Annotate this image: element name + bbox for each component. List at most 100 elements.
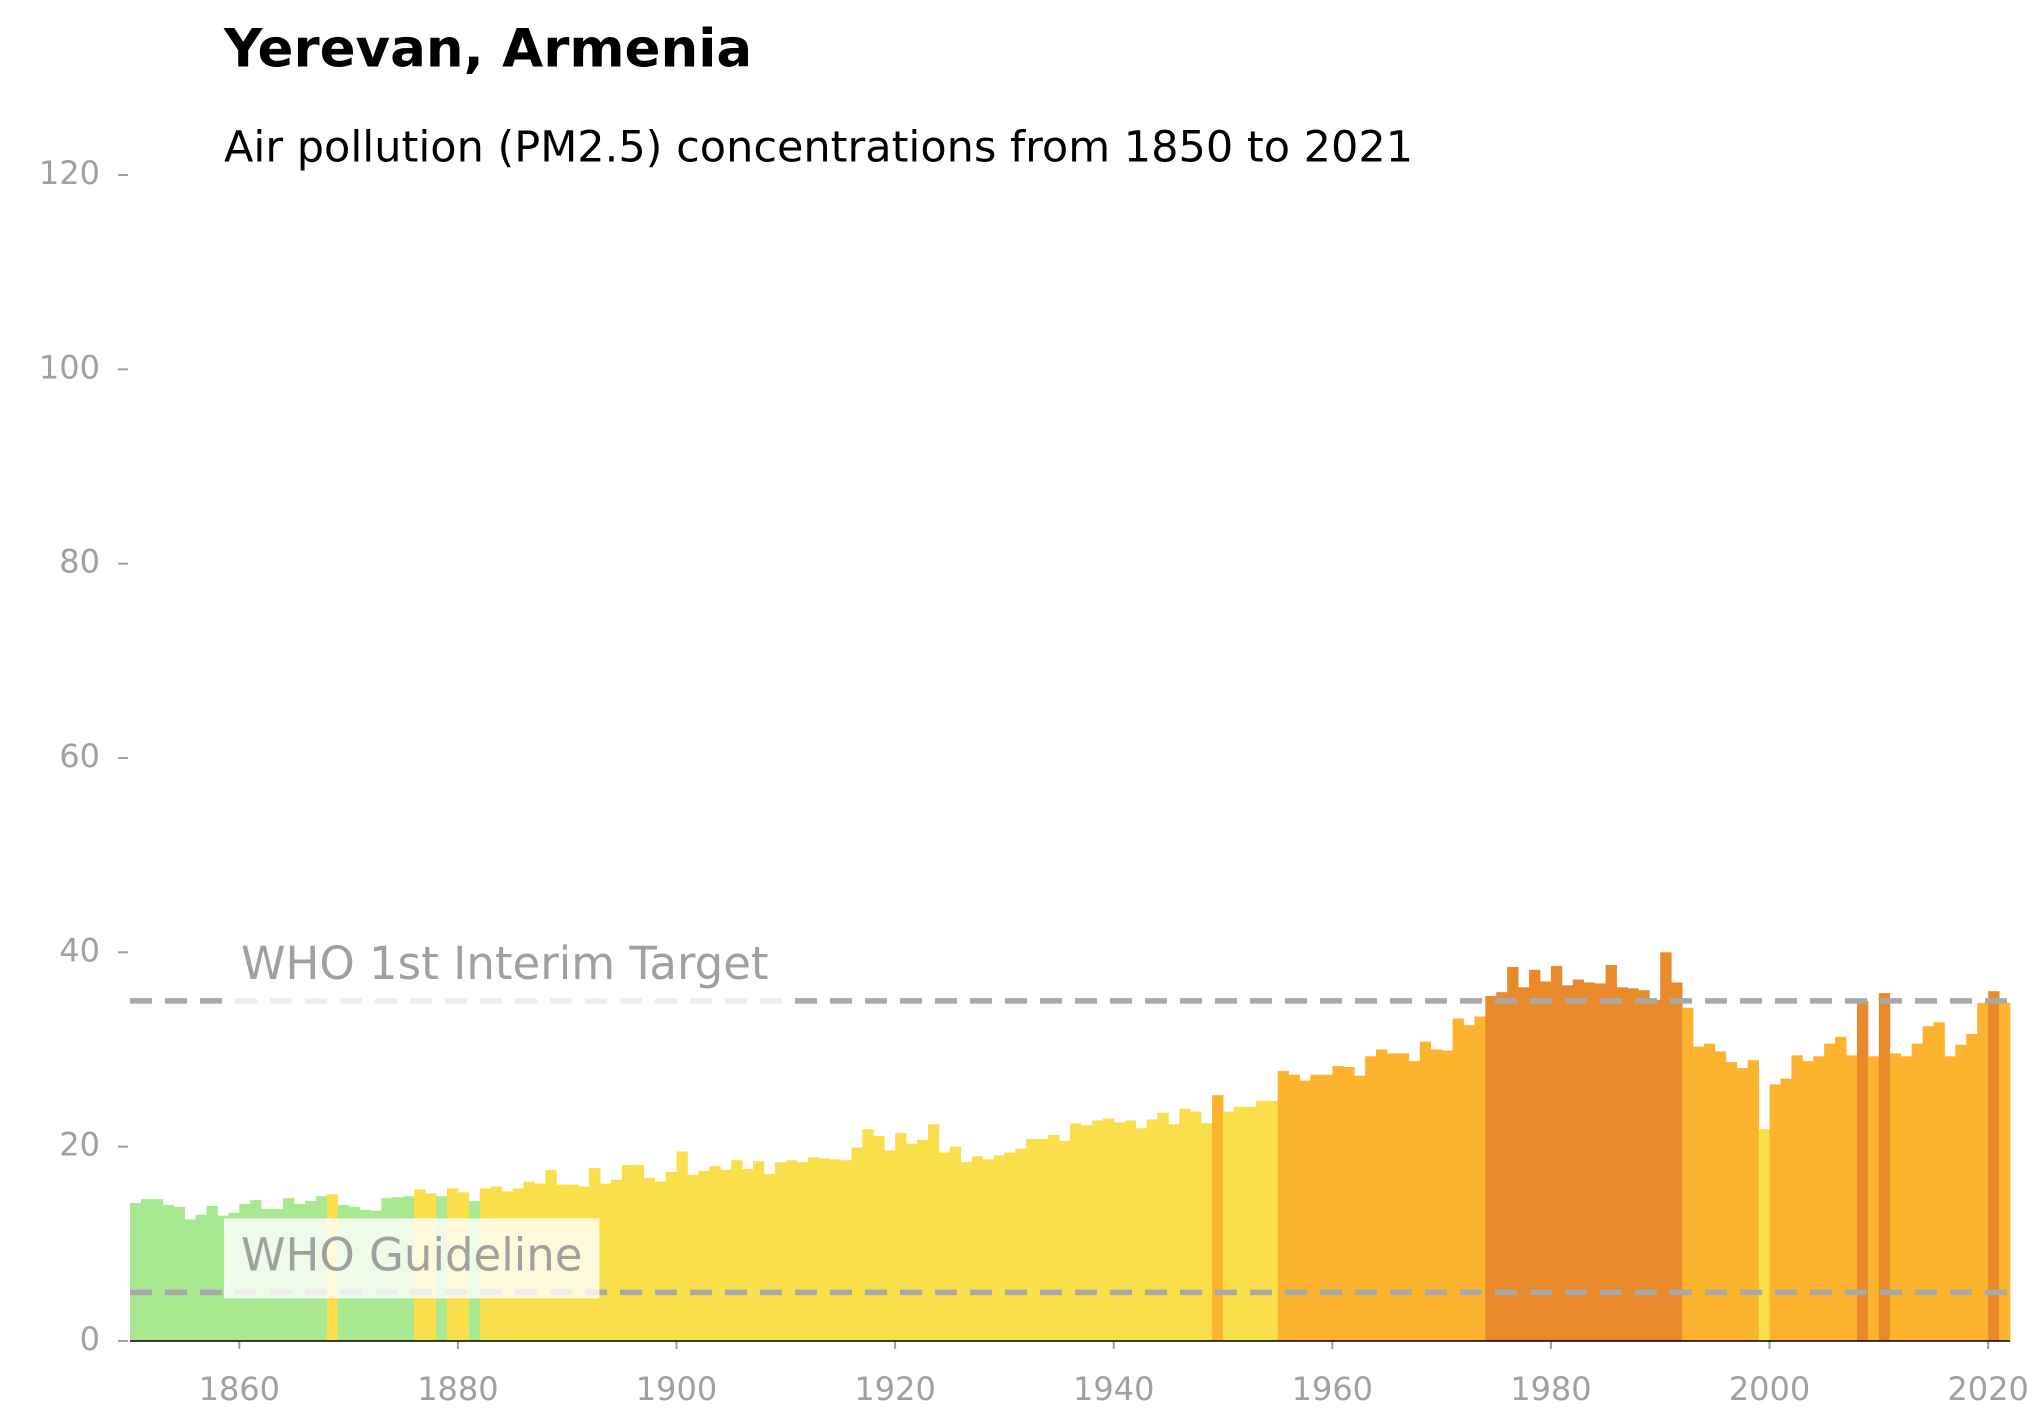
bar	[829, 1159, 841, 1341]
bar	[851, 1147, 863, 1341]
bar	[1561, 985, 1574, 1341]
bar	[1463, 1025, 1475, 1341]
bar	[720, 1169, 732, 1341]
x-tick-label: 1900	[636, 1370, 717, 1408]
bar	[1889, 1053, 1902, 1341]
bar	[1900, 1056, 1913, 1341]
bar	[971, 1156, 983, 1341]
bar	[1343, 1066, 1355, 1341]
bar	[1878, 993, 1891, 1341]
bar	[162, 1204, 175, 1341]
chart-subtitle: Air pollution (PM2.5) concentrations fro…	[224, 123, 1413, 173]
bar	[1190, 1111, 1202, 1341]
bar	[1157, 1112, 1169, 1341]
bar	[184, 1219, 196, 1341]
bar	[1113, 1122, 1126, 1341]
bar	[1616, 987, 1628, 1341]
bar	[217, 1215, 229, 1341]
bar	[621, 1165, 634, 1341]
bar	[1037, 1138, 1049, 1341]
bar	[1988, 991, 2000, 1341]
bar	[1080, 1125, 1093, 1341]
y-tick-label: 60	[59, 737, 100, 775]
bar	[1135, 1128, 1147, 1341]
bar	[742, 1169, 754, 1341]
bar	[1255, 1100, 1268, 1341]
bar	[1452, 1018, 1464, 1341]
bar	[1102, 1118, 1115, 1341]
bar	[1288, 1074, 1300, 1341]
bar	[1474, 1016, 1486, 1341]
bar	[665, 1171, 677, 1341]
bar	[1397, 1053, 1410, 1341]
bar	[654, 1181, 666, 1341]
bar	[1299, 1080, 1311, 1341]
bar	[1769, 1084, 1781, 1341]
bar	[1365, 1056, 1377, 1341]
bar	[916, 1139, 929, 1341]
bar	[151, 1199, 164, 1341]
bar	[1026, 1138, 1038, 1341]
bar	[763, 1173, 776, 1341]
bar	[1594, 983, 1606, 1341]
bar	[873, 1135, 885, 1341]
bar	[1485, 996, 1497, 1341]
bar	[1321, 1074, 1333, 1341]
bar	[1671, 982, 1683, 1341]
label-box	[224, 1218, 600, 1299]
bar	[1747, 1060, 1760, 1341]
x-tick-label: 1880	[417, 1370, 498, 1408]
bar	[1605, 964, 1617, 1341]
bar	[1703, 1043, 1716, 1341]
chart-title: Yerevan, Armenia	[223, 19, 752, 80]
bar	[687, 1174, 699, 1341]
bar	[818, 1158, 830, 1341]
bar	[1867, 1056, 1880, 1341]
bar	[1430, 1049, 1443, 1341]
bar	[173, 1206, 186, 1341]
bar	[796, 1162, 809, 1341]
bar	[1529, 969, 1541, 1341]
bar	[1714, 1051, 1727, 1341]
bar	[1922, 1026, 1934, 1341]
bar	[753, 1161, 765, 1341]
bar	[949, 1146, 962, 1341]
bar	[1725, 1062, 1738, 1341]
bar	[982, 1159, 994, 1341]
bar	[1736, 1067, 1749, 1341]
bar	[1354, 1075, 1366, 1341]
bar	[1332, 1066, 1344, 1341]
bar	[698, 1170, 710, 1341]
x-tick-label: 2020	[1947, 1370, 2028, 1408]
bar	[785, 1160, 798, 1341]
bar	[938, 1152, 951, 1341]
bar	[643, 1177, 656, 1341]
bar	[610, 1179, 623, 1341]
bar	[840, 1160, 852, 1341]
bar	[1266, 1100, 1279, 1341]
bar	[1638, 990, 1650, 1341]
reference-label: WHO 1st Interim Target	[241, 937, 769, 990]
bar	[1944, 1056, 1956, 1341]
bar	[1386, 1053, 1399, 1341]
bar	[884, 1150, 896, 1341]
bar	[1802, 1061, 1814, 1341]
bar	[1846, 1055, 1858, 1341]
x-tick-label: 1960	[1292, 1370, 1373, 1408]
bar	[1070, 1123, 1082, 1341]
y-tick-label: 20	[59, 1126, 100, 1164]
bar	[1168, 1124, 1180, 1341]
bar	[960, 1162, 973, 1341]
bar	[1977, 1002, 1989, 1341]
bar	[1408, 1061, 1421, 1341]
bar	[1223, 1111, 1235, 1341]
y-tick-label: 120	[39, 154, 100, 192]
bar	[1091, 1120, 1104, 1341]
bar	[195, 1214, 207, 1341]
bar	[1649, 999, 1661, 1341]
bar	[731, 1160, 743, 1341]
bar	[1507, 966, 1519, 1341]
bar	[1048, 1135, 1060, 1341]
y-tick-label: 80	[59, 543, 100, 581]
y-tick-label: 100	[39, 348, 100, 386]
